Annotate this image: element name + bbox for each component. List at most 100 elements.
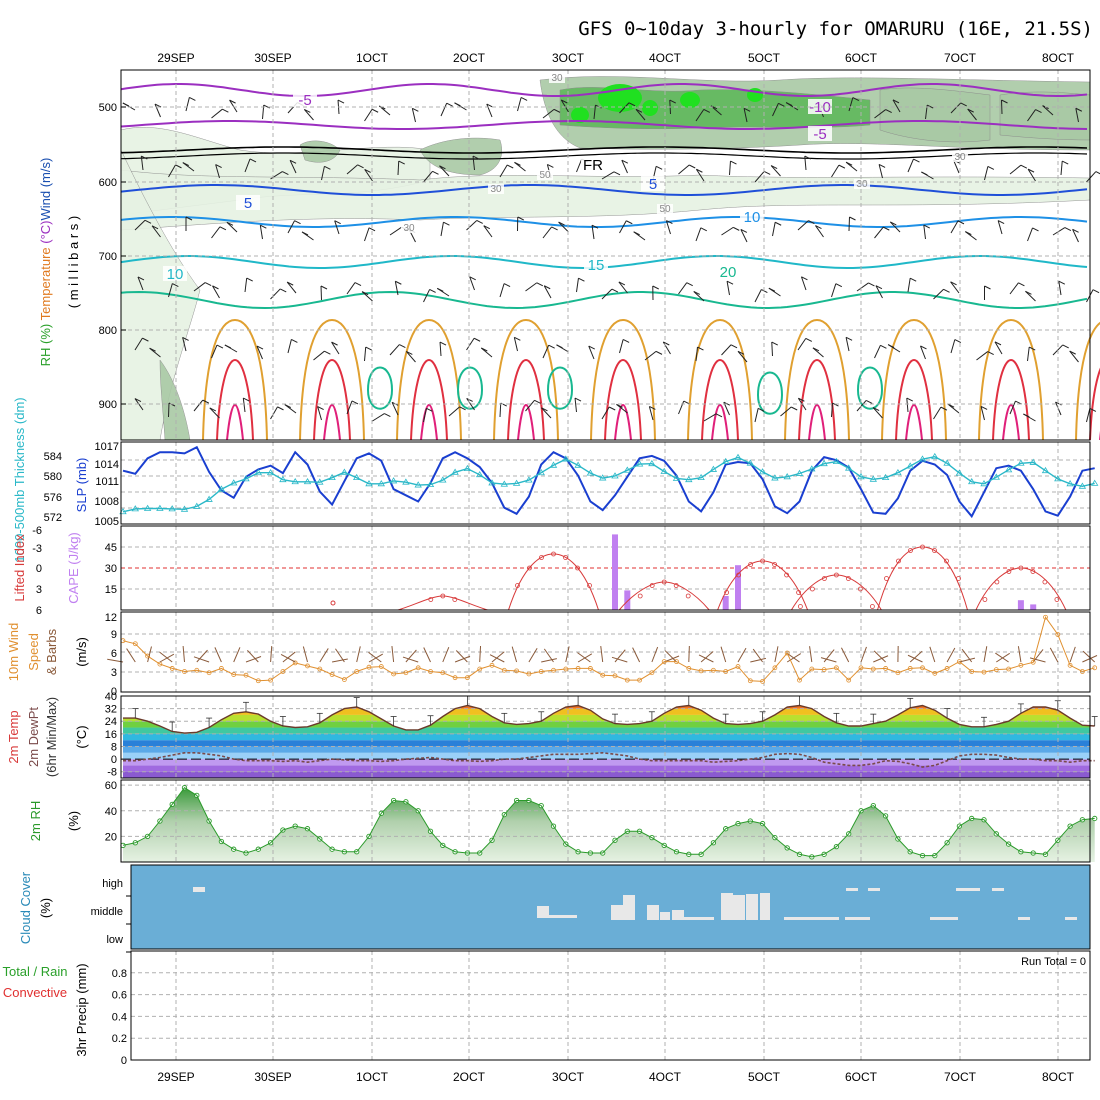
li-point: [810, 586, 815, 592]
wind-ylabel-barbs: & Barbs: [44, 628, 59, 675]
wind-barb-10m: [700, 651, 714, 663]
cloud-cell: [537, 906, 549, 918]
wind-barb: [953, 159, 960, 174]
top-day-label: 3OCT: [552, 51, 585, 65]
wind-barb-feather: [700, 227, 708, 232]
wind-barb: [499, 164, 508, 178]
wind-barb-10m: [651, 646, 659, 663]
wind-speed-point: [772, 665, 778, 671]
wind-barb: [499, 402, 502, 418]
wind-barb-10m: [840, 647, 850, 663]
wind-barb-10m: [356, 646, 361, 663]
li-point: [846, 576, 851, 581]
wind-barb-feather: [122, 102, 130, 107]
wind-barb-10m: [332, 658, 348, 663]
wind-barb: [845, 161, 858, 172]
wind-barb: [878, 164, 883, 179]
wind-barb-feather: [1032, 227, 1039, 232]
thickness-slp-panel-frame: [120, 441, 1091, 525]
wind-barb: [1025, 290, 1036, 302]
contour-label-bg: [581, 157, 605, 172]
li-line: [397, 595, 488, 611]
wind-barb-feather: [142, 337, 149, 342]
li-point: [515, 583, 520, 588]
cloud-cell: [845, 917, 870, 920]
wind-barb-feather: [1062, 344, 1069, 349]
wind-barb: [259, 225, 263, 240]
wind-barb: [976, 351, 988, 361]
wind-barb: [601, 171, 615, 180]
li-point: [932, 548, 937, 553]
wind-barb: [874, 109, 886, 119]
slp-ytick: 1014: [95, 459, 119, 471]
contour-label: 5: [649, 176, 657, 193]
wind-barb-feather: [459, 406, 466, 411]
wind-barb: [364, 108, 373, 122]
precip-label-total: Total / Rain: [2, 964, 67, 979]
wind-barb-feather: [229, 99, 236, 104]
wind-barb: [168, 283, 173, 298]
wind-barb-feather: [429, 288, 436, 293]
isotherm-35: [420, 403, 438, 441]
wind-barb: [771, 341, 773, 357]
wind-barb: [831, 283, 837, 298]
wind-barb: [994, 341, 1003, 355]
li-line: [618, 581, 710, 611]
wind-barb: [678, 400, 685, 415]
cloud-cell: [784, 917, 839, 920]
li-point: [587, 583, 592, 588]
wind-barb-feather: [1061, 160, 1069, 165]
wind-barb-feather: [337, 99, 345, 104]
wind-barb: [525, 282, 538, 292]
wind-speed-point: [895, 670, 901, 676]
wind-barb-feather: [243, 397, 250, 402]
wind-barb-feather: [761, 289, 768, 293]
wind-barb: [134, 219, 146, 231]
wind-barb: [648, 406, 654, 421]
temp-ytick: 16: [105, 729, 117, 741]
bottom-day-label: 4OCT: [649, 1070, 682, 1084]
wind-barb: [947, 403, 960, 414]
precip-ytick: 0.4: [112, 1011, 127, 1023]
contour-label-bg: [236, 195, 260, 210]
wind-speed-point: [944, 666, 950, 671]
li-point: [870, 604, 875, 609]
li-point: [798, 604, 803, 609]
wind-barb-feather: [398, 160, 405, 165]
wind-barb-feather: [921, 171, 928, 176]
wind-barb-feather: [887, 344, 895, 349]
wind-barb: [405, 351, 416, 363]
wind-barb-feather: [1058, 280, 1066, 285]
li-ytick: -6: [32, 525, 42, 537]
cloud-cell: [868, 888, 880, 891]
wind-barb-feather: [1018, 282, 1025, 287]
wind-barb-feather: [655, 165, 663, 170]
wind-barb-feather: [395, 280, 402, 285]
temp-color-band: [123, 752, 1090, 760]
wind-barb: [644, 350, 657, 361]
wind-barb: [466, 398, 475, 411]
li-point: [884, 576, 889, 581]
li-point: [330, 600, 336, 606]
wind-barb-feather: [892, 99, 900, 104]
wind-barb-10m: [479, 645, 482, 663]
isotherm-35: [614, 403, 632, 441]
wind-barb-feather: [693, 291, 700, 295]
upper-ylabel-sub: ( m i l l i b a r s ): [66, 216, 81, 308]
wind-barb-feather: [591, 224, 599, 229]
wind-barb-feather: [222, 108, 229, 113]
wind-barb-10m: [959, 657, 976, 663]
rh-shading: [999, 91, 1091, 141]
li-point: [1018, 565, 1024, 571]
wind-barb: [797, 220, 809, 231]
wind-barb: [743, 108, 748, 123]
wind-barb-feather: [852, 97, 860, 101]
wind-barb: [466, 337, 475, 351]
li-point: [908, 548, 913, 553]
li-line: [975, 567, 1067, 611]
top-day-label: 4OCT: [649, 51, 682, 65]
wind-barb-feather: [950, 281, 957, 286]
cape-li-panel-frame: [120, 525, 1091, 611]
wind-barb: [980, 406, 985, 421]
wind-barb-feather: [815, 225, 822, 229]
